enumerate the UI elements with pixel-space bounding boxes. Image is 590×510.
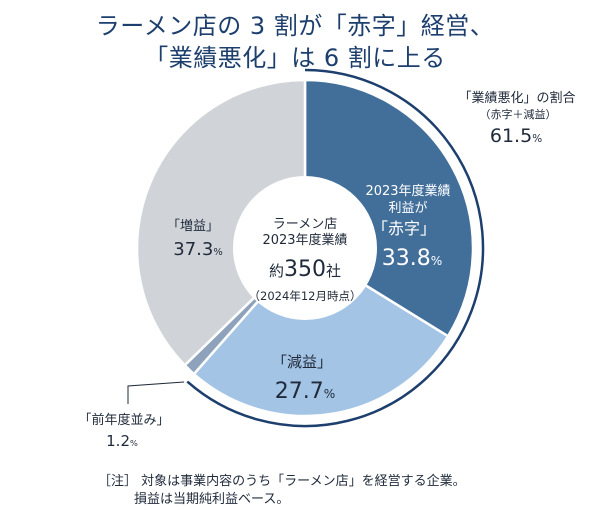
- slice-3: [135, 78, 307, 368]
- slice-1: [192, 246, 450, 418]
- slice-3-label: 「増益」: [167, 219, 219, 234]
- bracket-sublabel: （赤字＋減益）: [480, 107, 557, 121]
- slice-0-value: 33.8%: [382, 246, 442, 271]
- bracket-arc: [186, 68, 485, 428]
- slice-1-value: 27.7%: [275, 379, 335, 404]
- slice-2-leader: [127, 381, 185, 404]
- center-label-1: ラーメン店: [273, 217, 337, 232]
- bracket-label: 「業績悪化」の割合: [458, 90, 575, 106]
- slice-3-value: 37.3%: [173, 239, 222, 260]
- slice-0-prelabel-1: 2023年度業績: [365, 183, 450, 199]
- chart-title-line-2: 「業績悪化」は 6 割に上る: [144, 44, 446, 72]
- slice-0-prelabel-2: 利益が: [388, 201, 427, 216]
- center-label-2: 2023年度業績: [262, 232, 347, 248]
- chart-title-line-1: ラーメン店の 3 割が「赤字」経営、: [95, 12, 495, 40]
- donut-center: [233, 176, 377, 320]
- note-line-2: 損益は当期純利益ベース。: [134, 492, 290, 507]
- slice-1-label: 「減益」: [272, 353, 332, 371]
- bracket-value: 61.5%: [490, 125, 542, 147]
- center-date: （2024年12月時点）: [249, 289, 362, 303]
- slice-0-label: 「赤字」: [372, 219, 436, 238]
- slice-2-label: 「前年度並み」: [78, 412, 169, 428]
- slice-2-value: 1.2%: [106, 432, 138, 450]
- center-count: 約350社: [269, 257, 341, 282]
- note-line-1: ［注］ 対象は事業内容のうち「ラーメン店」を経営する企業。: [98, 474, 466, 489]
